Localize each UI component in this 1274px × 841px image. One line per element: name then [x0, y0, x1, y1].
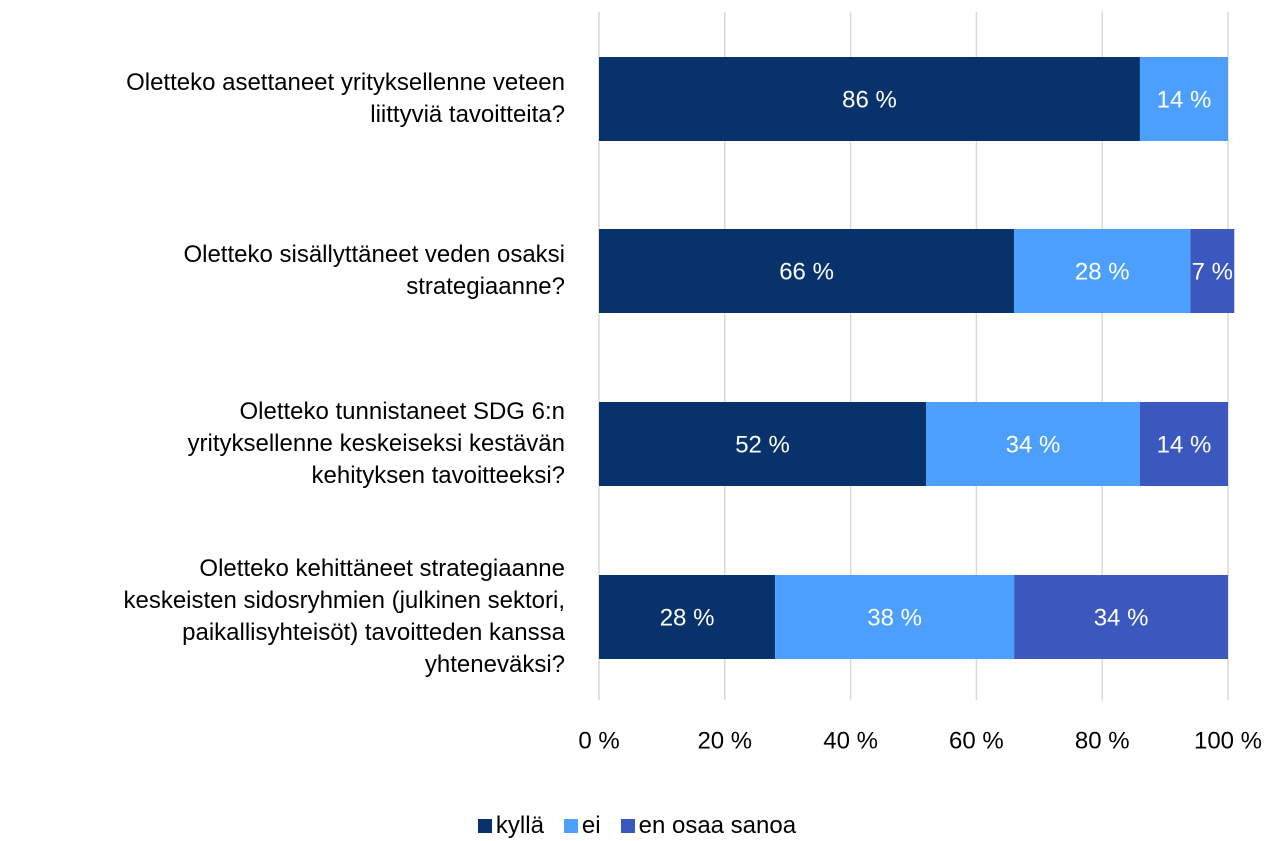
value-label: 28 %: [1075, 258, 1130, 285]
x-tick-label: 40 %: [823, 727, 878, 754]
legend: kyllä ei en osaa sanoa: [0, 812, 1274, 840]
legend-label: en osaa sanoa: [638, 812, 797, 839]
bar-segment: [599, 575, 776, 659]
bar-segment: [1190, 229, 1235, 313]
x-tick-label: 0 %: [578, 727, 619, 754]
value-label: 14 %: [1157, 86, 1212, 113]
bar-segment: [599, 229, 1015, 313]
x-tick-label: 100 %: [1194, 727, 1262, 754]
x-tick-label: 20 %: [697, 727, 752, 754]
legend-label: kyllä: [495, 812, 544, 839]
category-label: Oletteko asettaneet yrityksellenne vetee…: [126, 69, 565, 128]
value-label: 52 %: [735, 431, 790, 458]
category-label: Oletteko tunnistaneet SDG 6:n yrityksell…: [187, 398, 566, 489]
bar-segment: [599, 57, 1140, 141]
value-label: 28 %: [660, 604, 715, 631]
category-label: Oletteko kehittäneet strategiaanne keske…: [123, 555, 565, 678]
x-tick-label: 60 %: [949, 727, 1004, 754]
legend-swatch: [477, 819, 492, 833]
bar-segment: [1014, 575, 1228, 659]
bar-segment: [926, 402, 1140, 486]
value-label: 66 %: [779, 258, 834, 285]
category-label: Oletteko sisällyttäneet veden osaksi str…: [183, 241, 565, 300]
value-label: 14 %: [1157, 431, 1212, 458]
legend-item: kyllä: [477, 812, 544, 840]
legend-swatch: [620, 819, 635, 833]
bar-segment: [1139, 57, 1228, 141]
legend-item: ei: [563, 812, 601, 840]
value-label: 34 %: [1094, 604, 1149, 631]
value-label: 86 %: [842, 86, 897, 113]
bar-segment: [1014, 229, 1191, 313]
bar-segment: [775, 575, 1015, 659]
legend-swatch: [563, 819, 578, 833]
value-label: 34 %: [1006, 431, 1061, 458]
legend-item: en osaa sanoa: [620, 812, 797, 840]
bar-segment: [599, 402, 927, 486]
legend-label: ei: [581, 812, 601, 839]
value-label: 7 %: [1192, 258, 1233, 285]
bar-segment: [1139, 402, 1228, 486]
x-tick-label: 80 %: [1075, 727, 1130, 754]
value-label: 38 %: [867, 604, 922, 631]
